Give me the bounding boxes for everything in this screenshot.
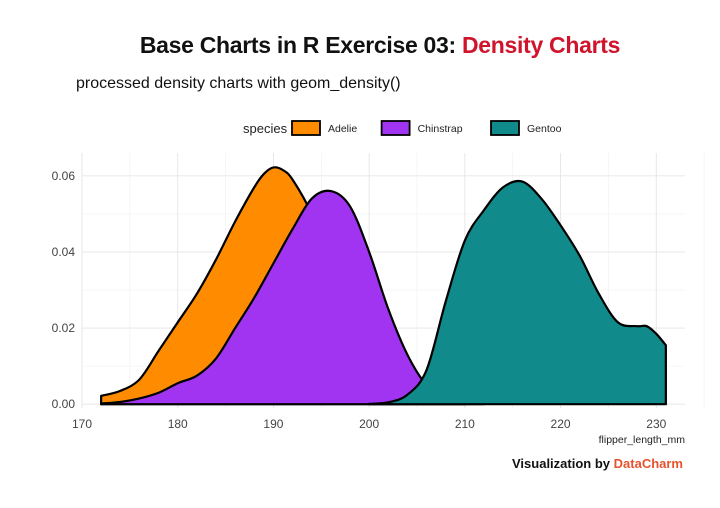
x-axis-title: flipper_length_mm [599,434,686,446]
legend-label-gentoo: Gentoo [527,123,562,135]
y-tick-label: 0.04 [52,245,76,259]
caption: Visualization by DataCharm [512,456,683,471]
legend: species Adelie Chinstrap Gentoo [243,120,562,136]
chart-subtitle: processed density charts with geom_densi… [76,75,401,92]
x-tick-label: 210 [455,417,475,431]
legend-label-adelie: Adelie [328,123,357,135]
legend-swatch-chinstrap [380,120,411,136]
caption-prefix: Visualization by [512,456,611,471]
y-tick-label: 0.02 [52,321,76,335]
x-tick-label: 220 [551,417,571,431]
legend-swatch-adelie [291,120,321,136]
legend-label-chinstrap: Chinstrap [418,123,463,135]
x-tick-label: 170 [72,417,92,431]
y-tick-label: 0.06 [52,169,76,183]
chart-title-accent: Density Charts [461,32,621,58]
x-tick-label: 230 [646,417,666,431]
density-area-gentoo [368,179,667,406]
y-tick-label: 0.00 [52,397,76,411]
x-tick-label: 190 [263,417,283,431]
caption-brand: DataCharm [613,456,683,471]
density-areas [100,166,667,406]
x-tick-label: 180 [168,417,188,431]
axes: 170 180 190 200 210 220 230 0.00 0.02 0.04 0.06 fli… [52,169,686,446]
chart-title-main: Base Charts in R Exercise 03: [139,32,456,58]
legend-title: species [243,121,288,136]
legend-swatch-gentoo [490,120,520,136]
chart-title: Base Charts in R Exercise 03: Density Ch… [0,32,720,59]
x-tick-label: 200 [359,417,379,431]
